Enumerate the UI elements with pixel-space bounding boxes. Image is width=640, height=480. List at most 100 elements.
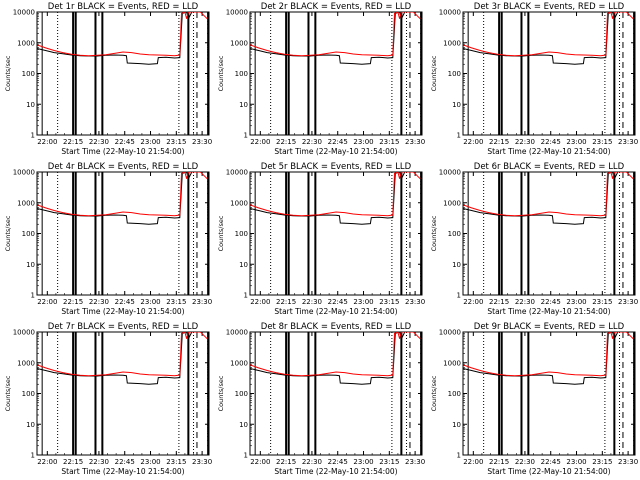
x-tick-label: 23:30 (405, 458, 425, 466)
plot-content (37, 172, 209, 295)
y-axis-label: Counts/sec (4, 375, 12, 411)
x-tick-label: 22:30 (89, 298, 109, 306)
x-axis-label: Start Time (22-May-10 21:54:00) (61, 467, 184, 476)
detector-chart-1: Det 1r BLACK = Events, RED = LLD 1 10 100 10… (4, 2, 212, 156)
x-tick-label: 22:00 (463, 458, 483, 466)
x-tick-label: 22:30 (302, 298, 322, 306)
y-tick-label: 10 (452, 101, 461, 109)
series-line-events (463, 172, 619, 225)
series-line-events (250, 172, 406, 225)
x-tick-label: 23:30 (405, 138, 425, 146)
plot-frame (462, 331, 636, 456)
plot-content (37, 332, 209, 455)
x-tick-label: 23:00 (353, 138, 373, 146)
x-tick-label: 23:15 (379, 138, 399, 146)
y-tick-label: 100 (235, 390, 248, 398)
chart-title: Det 7r BLACK = Events, RED = LLD (48, 322, 199, 332)
y-tick-label: 1000 (443, 39, 461, 47)
x-tick-label: 22:00 (250, 298, 270, 306)
x-tick-label: 23:15 (166, 458, 186, 466)
y-tick-label: 10000 (439, 169, 461, 177)
x-tick-label: 22:15 (489, 298, 509, 306)
y-tick-label: 10000 (439, 9, 461, 17)
detector-chart-4: Det 4r BLACK = Events, RED = LLD 1 10 100 10… (4, 162, 212, 316)
y-tick-label: 1 (244, 452, 248, 460)
plot-frame (462, 171, 636, 296)
x-tick-label: 23:15 (592, 138, 612, 146)
x-tick-label: 23:15 (592, 298, 612, 306)
y-tick-label: 100 (22, 70, 35, 78)
series-line-lld (463, 12, 634, 57)
series-line-lld (250, 332, 421, 377)
x-tick-label: 23:15 (379, 298, 399, 306)
x-tick-label: 22:45 (115, 138, 135, 146)
y-axis-label: Counts/sec (430, 375, 438, 411)
y-tick-label: 1 (457, 452, 461, 460)
x-tick-label: 22:15 (63, 298, 83, 306)
x-tick-label: 23:30 (405, 298, 425, 306)
series-line-lld (250, 172, 421, 217)
x-tick-label: 22:45 (328, 138, 348, 146)
x-tick-label: 22:45 (328, 298, 348, 306)
y-tick-label: 10000 (13, 329, 35, 337)
plot-content (250, 12, 422, 135)
plot-content (250, 332, 422, 455)
x-tick-label: 23:15 (592, 458, 612, 466)
chart-title: Det 5r BLACK = Events, RED = LLD (261, 162, 412, 172)
series-line-lld (250, 12, 421, 57)
y-tick-label: 1000 (443, 199, 461, 207)
y-axis-label: Counts/sec (4, 55, 12, 91)
series-line-events (463, 332, 619, 385)
x-tick-label: 22:45 (115, 298, 135, 306)
x-tick-label: 22:30 (89, 458, 109, 466)
detector-chart-8: Det 8r BLACK = Events, RED = LLD 1 10 100 10… (217, 322, 425, 476)
detector-chart-9: Det 9r BLACK = Events, RED = LLD 1 10 100 10… (430, 322, 638, 476)
x-tick-label: 22:45 (541, 458, 561, 466)
y-tick-label: 1000 (17, 199, 35, 207)
y-tick-label: 100 (235, 230, 248, 238)
x-tick-label: 22:00 (250, 458, 270, 466)
series-line-events (37, 332, 193, 385)
x-tick-label: 22:45 (541, 298, 561, 306)
x-tick-label: 22:45 (115, 458, 135, 466)
plot-content (463, 12, 635, 135)
y-tick-label: 100 (22, 230, 35, 238)
x-tick-label: 23:00 (140, 458, 160, 466)
y-axis-label: Counts/sec (217, 215, 225, 251)
x-tick-label: 23:30 (618, 138, 638, 146)
x-tick-label: 22:30 (89, 138, 109, 146)
x-tick-label: 23:15 (166, 138, 186, 146)
y-tick-label: 10000 (226, 169, 248, 177)
x-axis-label: Start Time (22-May-10 21:54:00) (61, 307, 184, 316)
detector-chart-2: Det 2r BLACK = Events, RED = LLD 1 10 100 10… (217, 2, 425, 156)
y-tick-label: 10 (26, 101, 35, 109)
y-tick-label: 100 (22, 390, 35, 398)
y-tick-label: 10 (452, 421, 461, 429)
y-tick-label: 10000 (13, 169, 35, 177)
y-tick-label: 10000 (226, 9, 248, 17)
x-tick-label: 22:15 (63, 458, 83, 466)
chart-title: Det 3r BLACK = Events, RED = LLD (474, 2, 625, 12)
x-axis-label: Start Time (22-May-10 21:54:00) (487, 147, 610, 156)
x-tick-label: 22:00 (463, 298, 483, 306)
x-tick-label: 23:30 (192, 298, 212, 306)
y-tick-label: 1000 (17, 359, 35, 367)
x-tick-label: 22:30 (302, 138, 322, 146)
plot-content (250, 172, 422, 295)
plot-frame (249, 331, 423, 456)
y-axis-label: Counts/sec (430, 55, 438, 91)
x-tick-label: 23:00 (140, 298, 160, 306)
x-tick-label: 22:30 (515, 138, 535, 146)
x-tick-label: 23:30 (618, 458, 638, 466)
x-tick-label: 22:15 (63, 138, 83, 146)
detector-chart-5: Det 5r BLACK = Events, RED = LLD 1 10 100 10… (217, 162, 425, 316)
x-tick-label: 22:00 (37, 298, 57, 306)
x-tick-label: 22:00 (463, 138, 483, 146)
y-tick-label: 1 (31, 452, 35, 460)
series-line-events (250, 12, 406, 65)
x-tick-label: 23:00 (353, 298, 373, 306)
y-tick-label: 1 (244, 292, 248, 300)
plot-frame (36, 331, 210, 456)
x-tick-label: 23:00 (566, 298, 586, 306)
